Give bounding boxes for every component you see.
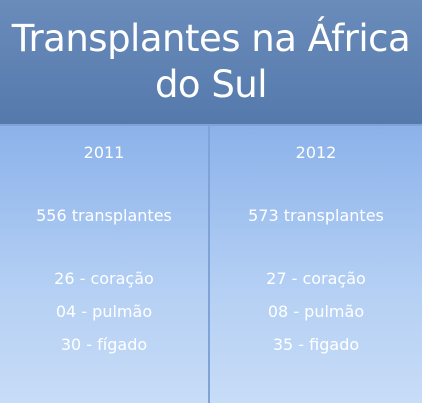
title: Transplantes na África do Sul [11, 17, 411, 106]
item: 26 - coração [54, 269, 154, 288]
year: 2011 [83, 143, 125, 162]
column: 2012 573 transplantes 27 - coração 08 - … [210, 126, 422, 403]
item: 35 - figado [272, 335, 360, 354]
total: 556 transplantes [36, 206, 172, 225]
item: 08 - pulmão [267, 302, 365, 321]
header: Transplantes na África do Sul [0, 0, 422, 124]
item: 30 - fígado [60, 335, 148, 354]
item: 27 - coração [266, 269, 366, 288]
item: 04 - pulmão [55, 302, 153, 321]
column: 2011 556 transplantes 26 - coração 04 - … [0, 126, 208, 403]
year: 2012 [295, 143, 337, 162]
total: 573 transplantes [248, 206, 384, 225]
